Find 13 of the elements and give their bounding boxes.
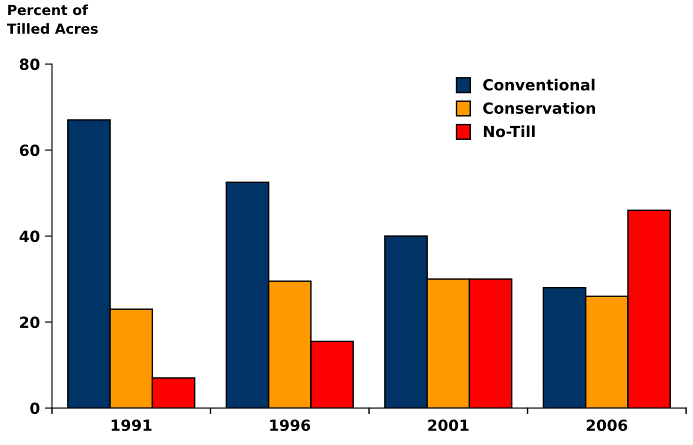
x-tick-label: 2001 (428, 419, 468, 431)
y-axis-title: Percent of Tilled Acres (6, 4, 98, 34)
x-tick-label: 1991 (112, 419, 152, 431)
y-tick-label: 40 (20, 230, 40, 242)
x-tick-label: 2006 (586, 419, 628, 431)
y-tick-label: 0 (30, 402, 40, 414)
y-tick-label: 60 (20, 144, 40, 156)
legend-label: Conventional (483, 78, 594, 91)
y-tick-label: 80 (20, 58, 40, 70)
x-tick-label: 1996 (270, 419, 310, 431)
legend-label: Conservation (483, 102, 596, 114)
legend-label: No-Till (484, 125, 535, 138)
y-tick-label: 20 (20, 316, 40, 328)
